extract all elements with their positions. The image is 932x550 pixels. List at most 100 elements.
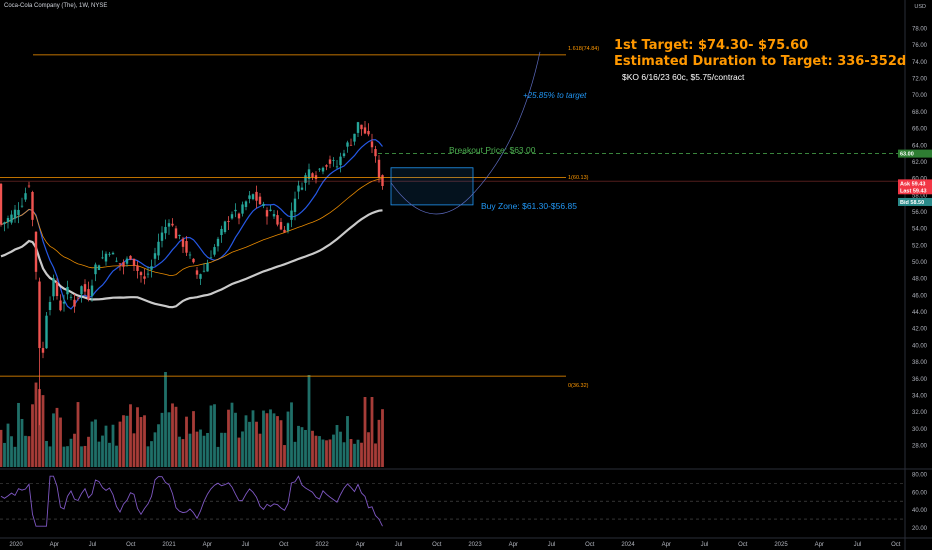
- candle: [223, 220, 227, 234]
- price-tick-label: 64.00: [912, 143, 928, 149]
- volume-bar: [230, 402, 234, 467]
- volume-bar: [111, 424, 115, 467]
- candle-body: [17, 209, 20, 215]
- price-tick-label: 70.00: [912, 93, 928, 99]
- candle: [80, 285, 83, 303]
- fib-1-label: 1(60.13): [568, 175, 589, 181]
- volume-bar: [59, 417, 62, 467]
- volume-bar: [304, 429, 307, 467]
- candle: [244, 200, 248, 211]
- candle-body: [230, 214, 234, 219]
- candle-body: [136, 265, 139, 271]
- volume-bar: [297, 425, 300, 467]
- volume-bar: [185, 416, 188, 467]
- volume-bar: [83, 445, 87, 467]
- volume-bar: [272, 413, 276, 467]
- volume-bar: [325, 440, 328, 467]
- candle-body: [108, 253, 111, 255]
- candle: [311, 172, 314, 180]
- volume-bar: [314, 435, 318, 467]
- volume-bar: [213, 404, 216, 467]
- candle-body: [377, 159, 381, 178]
- candle-body: [199, 274, 202, 279]
- volume-bar: [132, 433, 136, 467]
- buy-zone-label: Buy Zone: $61.30-$56.85: [481, 201, 577, 211]
- candle-body: [290, 210, 293, 220]
- candle-body: [363, 127, 367, 134]
- rsi-line: [0, 475, 383, 527]
- candle-body: [185, 241, 188, 253]
- price-tick-label: 28.00: [912, 444, 928, 450]
- price-tick-label: 68.00: [912, 110, 928, 116]
- candle-body: [223, 221, 227, 233]
- volume-bar: [199, 429, 202, 467]
- time-tick-label: 2023: [468, 542, 482, 548]
- candle: [0, 182, 3, 227]
- candle-body: [367, 131, 370, 135]
- candle: [139, 271, 143, 283]
- candle: [118, 263, 122, 271]
- candle-body: [101, 257, 104, 259]
- candle: [10, 210, 13, 225]
- candle-body: [213, 247, 216, 255]
- volume-bar: [192, 411, 195, 467]
- price-tick-label: 54.00: [912, 227, 928, 233]
- candle: [34, 231, 38, 280]
- price-tag: Bid 58.50: [898, 197, 932, 206]
- volume-bar: [195, 431, 199, 467]
- candle-body: [3, 222, 6, 224]
- candle: [157, 233, 160, 261]
- volume-bar: [66, 446, 69, 467]
- volume-bar: [174, 406, 178, 467]
- time-axis[interactable]: 2020 Apr Jul Oct 2021 Apr Jul Oct 2022 Apr Jul Oct 2…: [9, 542, 900, 548]
- candle: [83, 279, 87, 296]
- candle: [108, 251, 111, 257]
- rsi-tick-label: 60.00: [912, 490, 928, 496]
- candle: [220, 225, 223, 243]
- volume-bar: [220, 432, 223, 467]
- volume-bar: [104, 425, 108, 467]
- candle-body: [41, 348, 45, 353]
- candle: [272, 209, 276, 219]
- candle-body: [97, 265, 101, 270]
- candle-body: [206, 262, 209, 272]
- candle: [52, 274, 55, 301]
- candle: [31, 190, 34, 227]
- candle: [325, 164, 328, 171]
- price-tag-bg: [898, 186, 932, 195]
- time-tick-label: 2024: [621, 542, 635, 548]
- volume-bar: [216, 446, 220, 467]
- candle-body: [346, 142, 349, 147]
- candle: [209, 250, 213, 259]
- candle: [59, 294, 62, 312]
- candle-body: [335, 166, 339, 168]
- price-axis[interactable]: 78.00 76.00 74.00 72.00 70.00 68.00 66.00 64.00…: [898, 0, 932, 550]
- candle-body: [132, 258, 136, 266]
- time-tick-label: Oct: [279, 542, 289, 548]
- candle: [3, 221, 6, 232]
- candle-body: [255, 191, 258, 201]
- volume-bar: [251, 410, 255, 467]
- time-tick-label: 2021: [162, 542, 176, 548]
- candlestick-series: [0, 121, 384, 426]
- candle-body: [276, 215, 279, 225]
- candle: [192, 258, 195, 264]
- volume-bar: [332, 434, 335, 467]
- candle: [381, 174, 384, 190]
- candle: [87, 281, 90, 302]
- price-tick-label: 50.00: [912, 260, 928, 266]
- volume-bar: [370, 397, 374, 467]
- candle-body: [258, 196, 262, 205]
- candle-body: [286, 223, 290, 231]
- candle: [171, 218, 174, 227]
- candle-body: [332, 160, 335, 161]
- candle-body: [234, 209, 237, 212]
- candle-body: [171, 223, 174, 226]
- time-tick-label: Oct: [891, 542, 901, 548]
- volume-bar: [153, 432, 157, 467]
- candle: [76, 297, 80, 301]
- candle: [150, 259, 153, 278]
- candle: [251, 193, 255, 201]
- volume-bar: [293, 441, 297, 467]
